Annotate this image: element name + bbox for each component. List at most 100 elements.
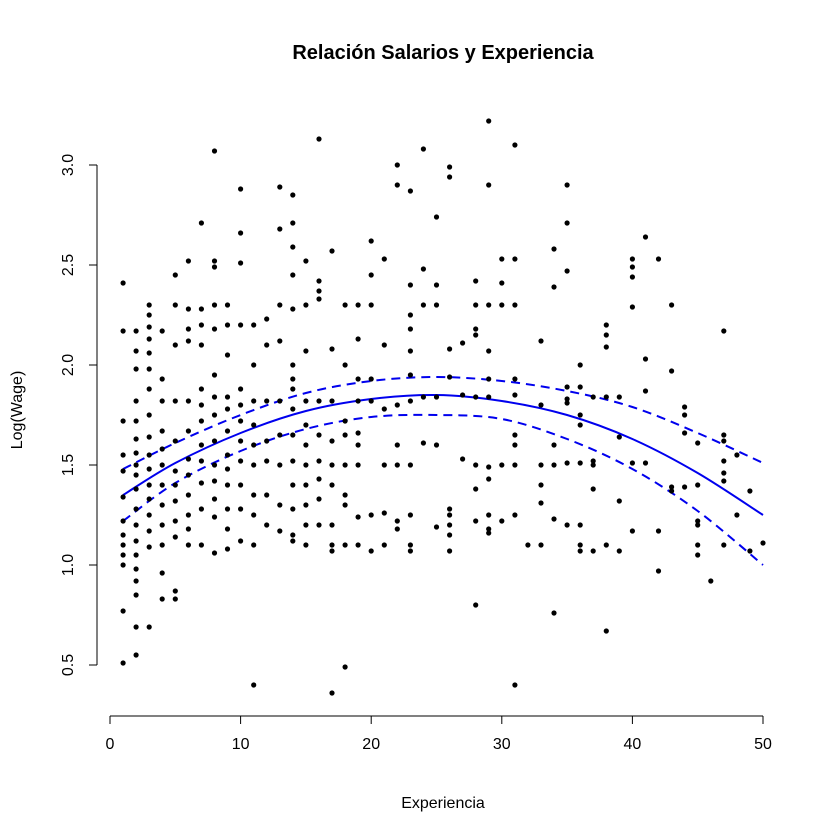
data-point	[368, 512, 374, 518]
confidence-band-line	[122, 375, 764, 470]
data-point	[303, 348, 309, 354]
data-point	[420, 440, 426, 446]
data-point	[224, 482, 231, 488]
data-point	[381, 342, 387, 348]
data-point	[407, 398, 413, 404]
data-point	[381, 542, 387, 548]
data-point	[577, 542, 583, 548]
data-point	[473, 326, 479, 332]
data-point	[329, 482, 335, 488]
data-point	[133, 486, 139, 492]
data-point	[564, 220, 570, 226]
data-point	[564, 384, 570, 390]
data-point	[486, 302, 492, 308]
data-point	[211, 496, 218, 502]
data-point	[695, 542, 701, 548]
data-point	[721, 478, 727, 484]
data-point	[198, 306, 204, 312]
data-point	[473, 332, 479, 338]
data-point	[303, 258, 309, 264]
data-point	[146, 350, 152, 356]
data-point	[433, 302, 440, 308]
data-point	[198, 418, 204, 424]
data-point	[316, 522, 322, 528]
data-point	[198, 220, 204, 226]
data-point	[290, 538, 296, 544]
data-point	[342, 664, 348, 670]
data-point	[329, 248, 335, 254]
data-point	[342, 502, 348, 508]
data-point	[198, 542, 204, 548]
data-point	[290, 220, 296, 226]
data-point	[238, 438, 244, 444]
data-point	[133, 398, 139, 404]
data-point	[303, 302, 309, 308]
data-point	[447, 174, 453, 180]
data-point	[342, 362, 348, 368]
data-point	[198, 506, 204, 512]
data-point	[538, 338, 544, 344]
data-point	[277, 502, 283, 508]
data-point	[721, 328, 727, 334]
data-point	[185, 338, 191, 344]
data-point	[603, 394, 609, 400]
data-point	[172, 518, 178, 524]
data-point	[224, 506, 231, 512]
data-point	[277, 226, 283, 232]
data-point	[669, 484, 675, 490]
data-point	[473, 518, 479, 524]
data-point	[185, 398, 191, 404]
data-point	[172, 302, 178, 308]
data-point	[381, 256, 387, 262]
data-point	[172, 272, 178, 278]
data-point	[172, 498, 178, 504]
data-point	[551, 246, 557, 252]
data-point	[211, 478, 218, 484]
fit-lines	[122, 375, 764, 566]
data-point	[695, 518, 701, 524]
data-point	[211, 264, 218, 270]
data-point	[355, 336, 361, 342]
data-point	[760, 540, 766, 546]
data-point	[564, 268, 570, 274]
data-point	[342, 542, 348, 548]
data-point	[133, 348, 139, 354]
data-point	[146, 434, 152, 440]
data-point	[224, 466, 231, 472]
data-point	[721, 458, 727, 464]
data-point	[133, 436, 139, 442]
data-point	[407, 548, 413, 554]
data-point	[420, 394, 426, 400]
data-point	[146, 412, 152, 418]
data-point	[629, 460, 636, 466]
data-point	[238, 418, 244, 424]
data-point	[120, 328, 126, 334]
x-tick-label: 50	[754, 736, 772, 753]
data-point	[146, 336, 152, 342]
data-point	[159, 446, 165, 452]
data-point	[473, 462, 479, 468]
data-point	[120, 552, 126, 558]
data-point	[551, 284, 557, 290]
data-point	[329, 346, 335, 352]
data-point	[290, 386, 296, 392]
data-point	[512, 462, 518, 468]
data-point	[316, 496, 322, 502]
data-point	[238, 186, 244, 192]
data-point	[447, 512, 453, 518]
data-point	[473, 602, 479, 608]
data-point	[394, 182, 400, 188]
data-point	[290, 406, 296, 412]
data-point	[146, 624, 152, 630]
data-point	[381, 462, 387, 468]
data-point	[381, 406, 387, 412]
data-point	[486, 526, 492, 532]
data-point	[512, 392, 518, 398]
data-point	[211, 438, 218, 444]
x-tick-label: 40	[624, 736, 642, 753]
data-point	[211, 550, 218, 556]
data-point	[120, 562, 126, 568]
data-point	[394, 526, 400, 532]
data-point	[290, 192, 296, 198]
data-point	[120, 660, 126, 666]
